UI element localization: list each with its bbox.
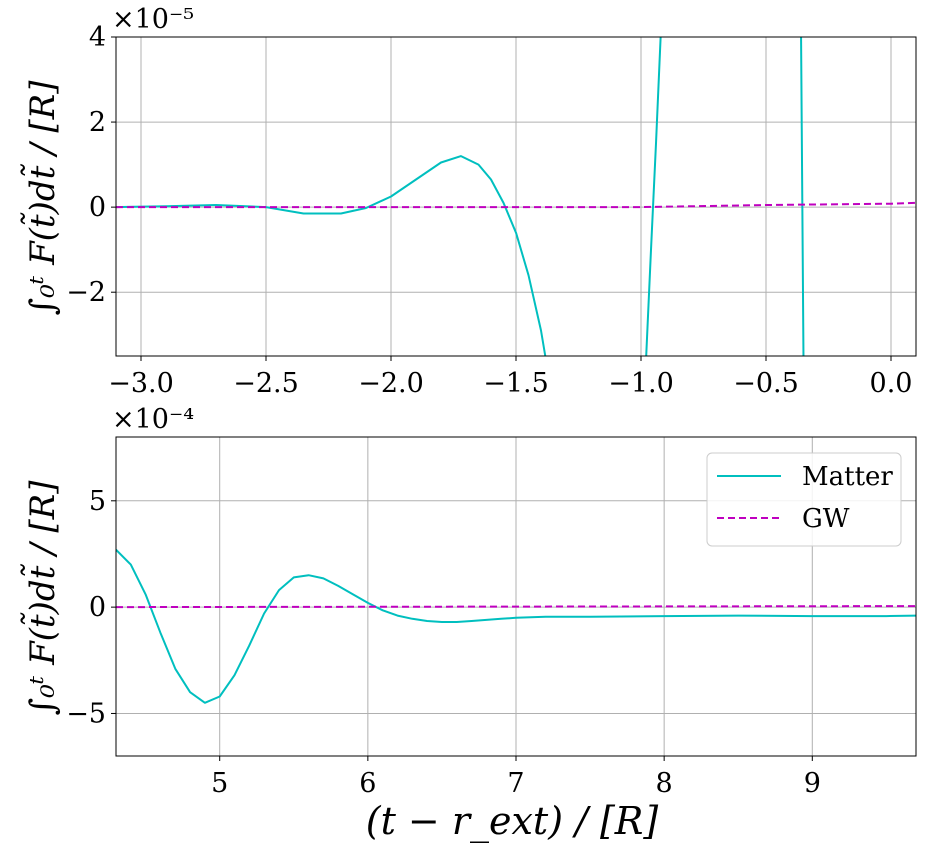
top-series [116,37,916,356]
bottom-series-gw-line [116,605,916,609]
top-series-matter-line [116,37,805,356]
bottom-panel: 5 6 7 8 9 −5 0 5 ×10⁻⁴ ∫₀ᵗ F(t̃)dt̃ / [R] (t − … [20,404,917,844]
legend: Matter GW [706,452,902,547]
bottom-x-tick-label: 6 [359,768,376,799]
bottom-y-scale-label: ×10⁻⁴ [112,404,194,435]
bottom-y-tick-label: 0 [89,592,106,623]
top-x-tick-label: −3.0 [108,368,174,399]
bottom-series-matter-line [116,548,916,704]
top-y-tick-label: 2 [89,107,106,138]
top-x-tick-label: 0.0 [870,368,913,399]
top-y-axis-title: ∫₀ᵗ F(t̃)dt̃ / [R] [20,80,63,316]
top-y-tick-label: 0 [89,192,106,223]
bottom-y-tick-label: 5 [89,486,106,517]
top-x-tick-label: −2.5 [233,368,299,399]
legend-matter-label: Matter [802,462,893,492]
bottom-y-tick-label: −5 [66,698,106,729]
bottom-x-tick-label: 5 [211,768,228,799]
top-y-tick-label: −2 [66,277,106,308]
bottom-ticks: 5 6 7 8 9 −5 0 5 [66,486,821,799]
bottom-series [116,548,916,704]
bottom-x-axis-title: (t − r_ext) / [R] [366,799,659,844]
top-x-tick-label: −1.5 [483,368,549,399]
bottom-x-tick-label: 9 [804,768,821,799]
bottom-y-axis-title: ∫₀ᵗ F(t̃)dt̃ / [R] [20,480,63,716]
bottom-x-tick-label: 7 [507,768,524,799]
top-panel: −3.0 −2.5 −2.0 −1.5 −1.0 −0.5 0.0 −2 0 2 4 ×10⁻⁵ ∫… [20,4,917,399]
top-ticks: −3.0 −2.5 −2.0 −1.5 −1.0 −0.5 0.0 −2 0 2 4 [66,22,912,399]
top-y-tick-label: 4 [89,22,106,53]
bottom-x-tick-label: 8 [656,768,673,799]
top-x-tick-label: −0.5 [733,368,799,399]
top-series-gw-line [116,201,916,209]
top-x-tick-label: −2.0 [358,368,424,399]
legend-gw-label: GW [802,504,850,534]
top-x-tick-label: −1.0 [608,368,674,399]
top-y-scale-label: ×10⁻⁵ [112,4,194,35]
